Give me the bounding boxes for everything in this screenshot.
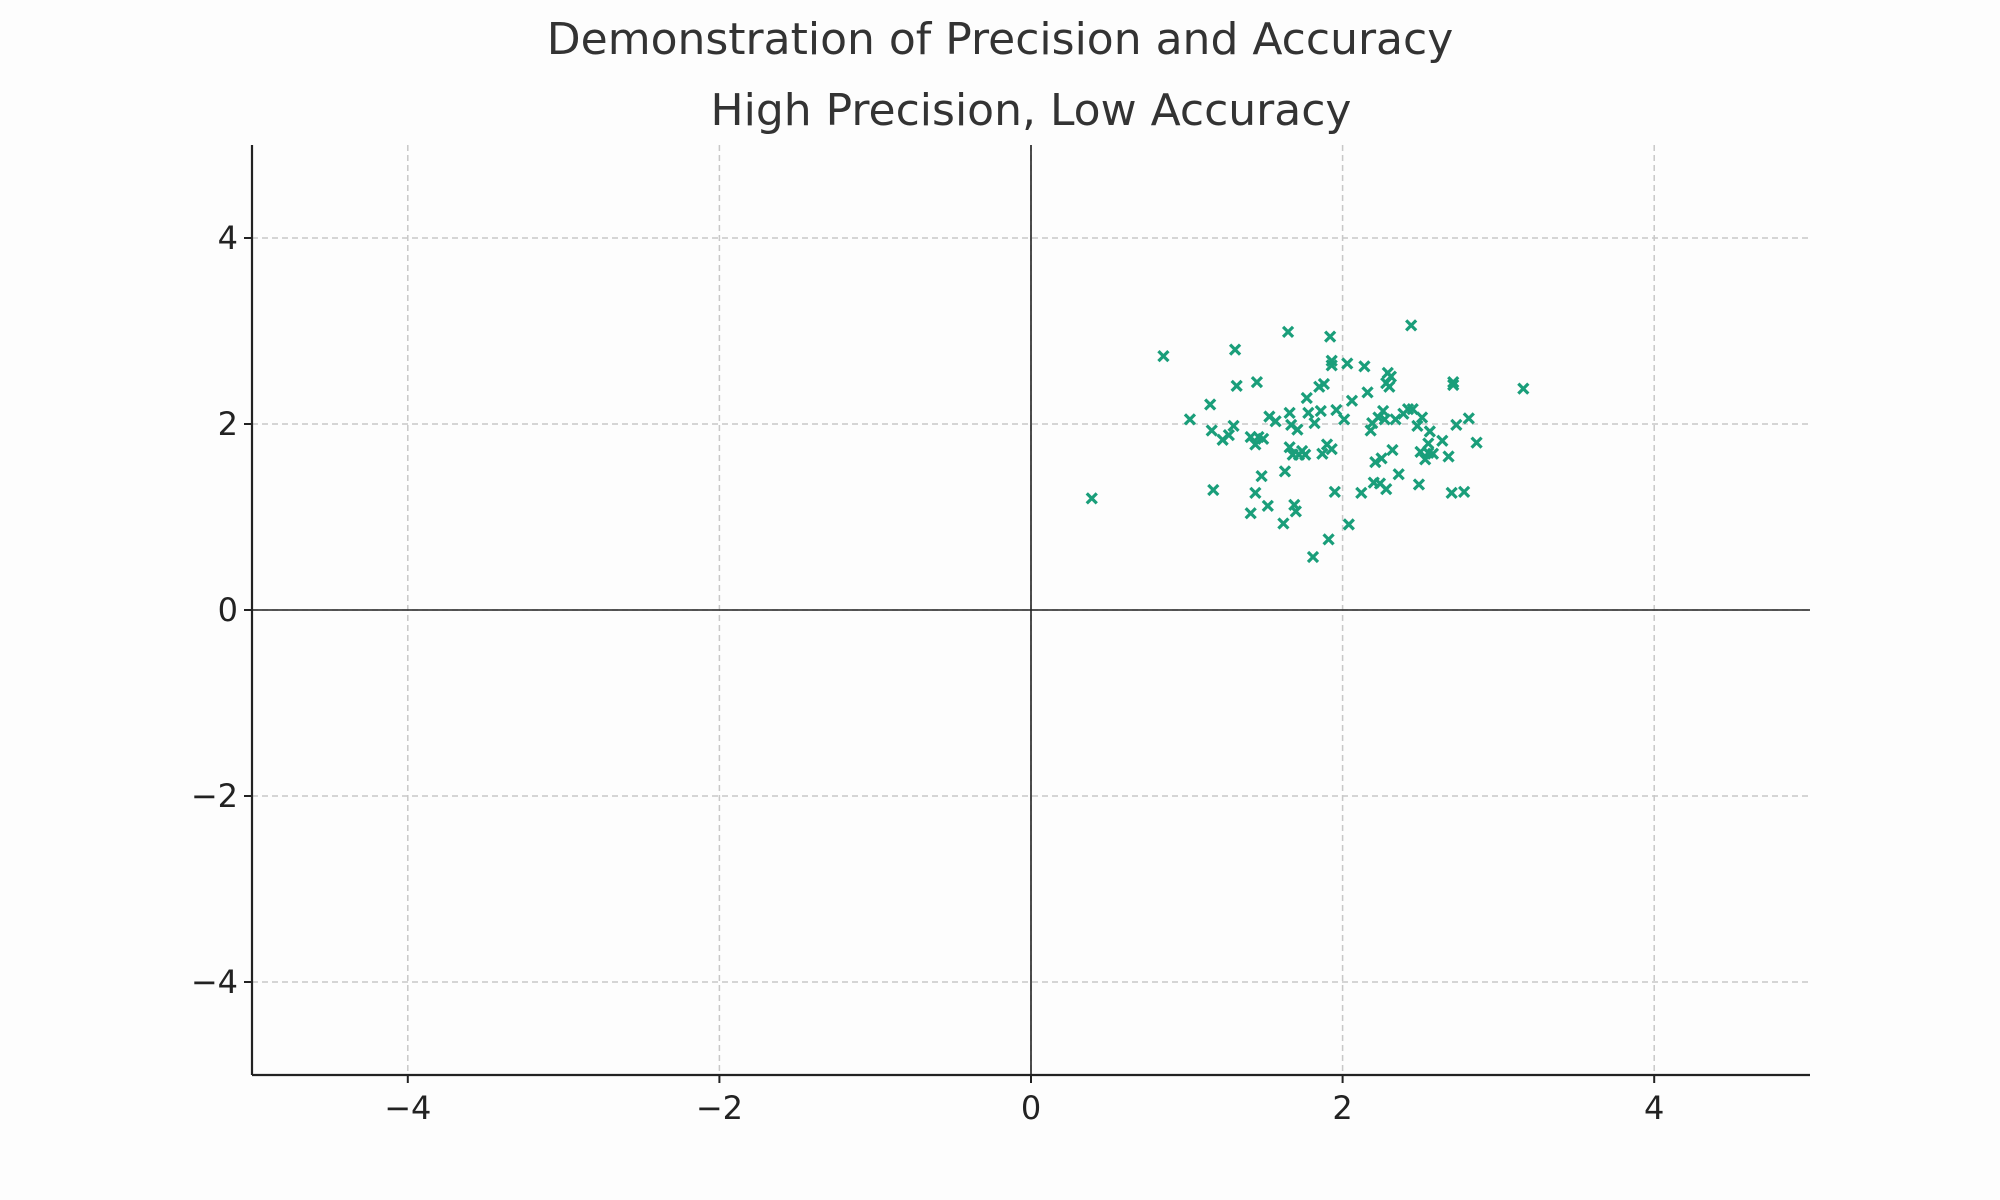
data-point [1269,415,1282,428]
data-point [1345,394,1359,407]
data-point [1380,482,1393,496]
data-point [1283,441,1296,454]
data-point [1330,403,1343,417]
y-tick-label: 4 [218,219,238,257]
data-point [1447,378,1460,392]
data-point [1308,416,1321,430]
data-point [1436,434,1449,447]
data-point [1355,486,1368,499]
data-point [1317,377,1331,391]
x-tick-label: 4 [1644,1089,1664,1127]
x-tick-label: 2 [1332,1089,1352,1127]
reference-lines [252,145,1810,1075]
data-point [1447,376,1460,389]
data-point [1369,455,1382,469]
data-point [1261,499,1274,512]
data-point [1314,404,1327,418]
data-point [1316,447,1329,460]
data-point [1325,442,1338,456]
data-point [1230,379,1243,393]
data-point [1257,432,1270,446]
data-point [1289,505,1302,518]
data-point [1281,325,1295,339]
x-axis-ticks: −4 −2 0 2 4 [384,1075,1664,1127]
data-point [1361,386,1374,399]
y-tick-label: −2 [191,777,238,815]
data-point [1249,486,1262,499]
x-tick-label: −4 [384,1089,431,1127]
data-point [1324,330,1337,343]
data-point [1325,354,1338,367]
data-points [1085,319,1530,564]
data-point [1157,349,1170,363]
y-tick-label: 2 [218,405,238,443]
data-point [1255,469,1268,483]
data-point [1411,419,1424,432]
y-tick-label: −4 [191,963,238,1001]
data-point [1085,492,1098,505]
data-point [1422,437,1435,450]
data-point [1302,406,1315,419]
data-point [1227,419,1240,432]
data-point [1207,483,1220,497]
data-point [1299,448,1312,461]
x-tick-label: −2 [696,1089,743,1127]
data-point [1338,413,1351,426]
data-point [1300,391,1313,405]
data-point [1406,402,1419,416]
data-point [1328,485,1341,499]
data-point [1342,518,1355,531]
y-axis-ticks: −4 −2 0 2 4 [191,219,252,1001]
data-point [1386,443,1399,457]
data-point [1222,429,1236,442]
data-point [1470,436,1483,449]
data-point [1306,550,1320,564]
data-point [1426,447,1440,460]
data-point [1183,413,1197,426]
data-point [1205,424,1218,437]
data-point [1462,412,1475,425]
data-point [1204,398,1217,411]
data-point [1457,485,1471,499]
data-point [1244,507,1257,520]
data-point [1378,413,1391,426]
figure-suptitle: Demonstration of Precision and Accuracy [546,14,1454,65]
data-point [1358,360,1371,373]
data-point [1250,376,1264,389]
data-point [1278,465,1292,478]
data-point [1384,370,1398,383]
data-point [1412,478,1426,491]
data-point [1375,452,1388,465]
chart-title: High Precision, Low Accuracy [710,85,1352,136]
data-point [1450,418,1463,432]
data-point [1228,343,1242,356]
data-point [1405,319,1418,332]
data-point [1277,517,1290,530]
y-tick-label: 0 [218,591,238,629]
x-tick-label: 0 [1021,1089,1041,1127]
data-point [1322,533,1335,546]
data-point [1415,411,1429,424]
data-point [1392,468,1405,481]
data-point [1291,423,1304,436]
data-point [1442,450,1455,463]
data-point [1383,380,1396,393]
data-point [1517,382,1530,395]
data-point [1423,425,1436,438]
data-point [1283,406,1296,419]
data-point [1341,357,1354,370]
data-point [1445,486,1458,499]
